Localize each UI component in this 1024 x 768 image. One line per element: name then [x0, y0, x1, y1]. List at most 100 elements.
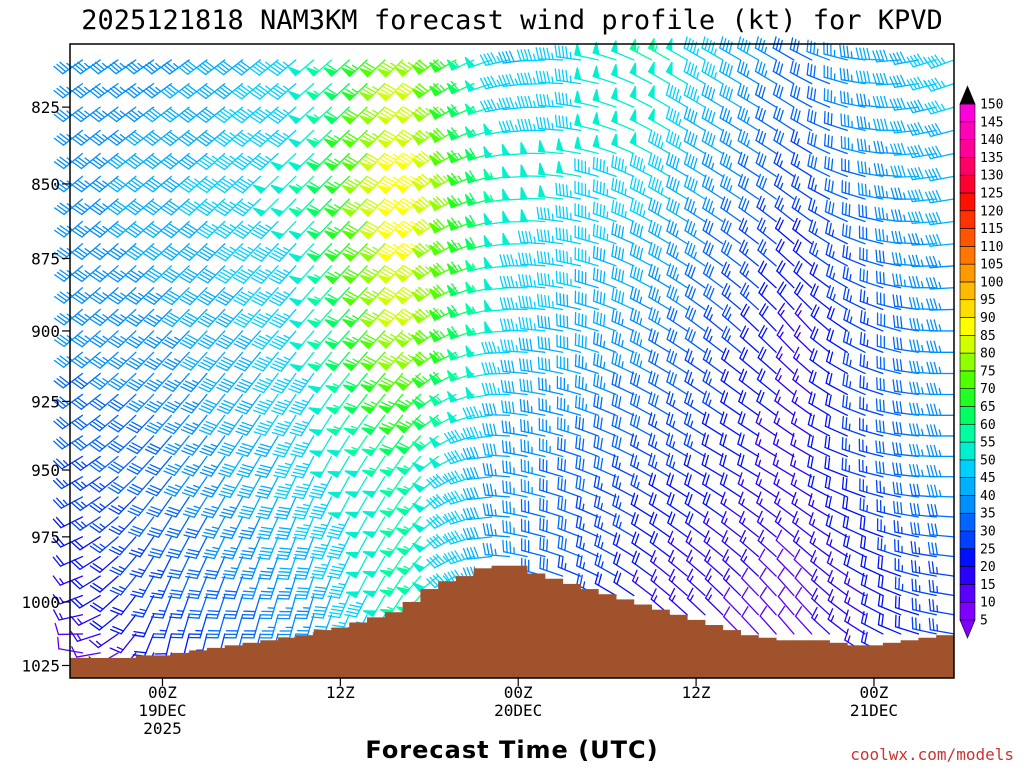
wind-barbs [52, 36, 955, 679]
colorbar-swatch [959, 584, 976, 603]
wind-barb [107, 435, 137, 454]
wind-barb [252, 198, 279, 217]
wind-barb [857, 160, 884, 177]
wind-barb [554, 114, 582, 132]
wind-barb [362, 594, 386, 618]
wind-barb [738, 196, 759, 223]
wind-barb [232, 198, 261, 217]
wind-barb [89, 287, 119, 305]
wind-barb [777, 605, 795, 635]
wind-barb [71, 265, 101, 283]
wind-barb [109, 575, 137, 596]
wind-barb [859, 246, 884, 267]
wind-barb [214, 152, 244, 171]
wind-barb [107, 330, 137, 349]
wind-barb [792, 239, 813, 267]
y-tick-label: 850 [31, 175, 60, 194]
wind-barb [924, 145, 955, 160]
wind-barb [810, 549, 831, 577]
wind-barb [70, 555, 101, 571]
wind-barb [791, 491, 813, 518]
wind-barb [722, 568, 742, 597]
wind-barb [701, 106, 724, 132]
wind-barb [557, 436, 582, 458]
wind-barb [482, 503, 510, 518]
wind-barb [396, 555, 422, 576]
wind-barb [825, 494, 848, 518]
wind-barb [344, 594, 368, 618]
wind-barb [306, 308, 333, 329]
wind-barb [702, 348, 724, 375]
colorbar-label: 30 [980, 525, 996, 540]
wind-barb [684, 369, 706, 396]
wind-barb [342, 372, 368, 393]
wind-barb [574, 67, 599, 85]
terrain-bar [580, 589, 599, 678]
wind-barb [144, 393, 173, 413]
wind-barb [536, 228, 564, 245]
wind-barb [611, 244, 635, 267]
wind-barb [925, 233, 955, 247]
wind-barb [537, 335, 564, 353]
wind-barb [539, 497, 564, 518]
wind-barb [841, 415, 866, 437]
wind-barb [701, 472, 724, 498]
wind-barb [554, 68, 582, 85]
wind-barb [144, 372, 173, 392]
wind-barb [411, 286, 439, 303]
wind-barb [520, 209, 546, 223]
wind-barb [167, 555, 190, 579]
colorbar-label: 105 [980, 258, 1003, 273]
wind-barb [306, 152, 333, 172]
wind-barb [500, 380, 528, 396]
wind-barb [480, 98, 510, 113]
wind-barb [483, 213, 510, 226]
colorbar-label: 5 [980, 614, 988, 629]
wind-barb [502, 480, 528, 498]
wind-barb [702, 218, 724, 245]
wind-barb [254, 455, 279, 479]
wind-barb [858, 458, 884, 478]
wind-barb [859, 353, 884, 375]
wind-barb [252, 393, 279, 415]
wind-barb [650, 569, 671, 597]
terrain-bar [847, 645, 866, 678]
wind-barb [925, 255, 955, 269]
wind-barb [502, 520, 528, 538]
wind-barb [167, 575, 190, 599]
wind-barb [719, 432, 742, 458]
wind-barb [843, 307, 866, 332]
wind-barb [411, 414, 439, 431]
wind-barb [411, 351, 439, 367]
wind-barb [873, 118, 902, 132]
wind-barb [232, 175, 261, 194]
wind-barb [255, 496, 279, 520]
wind-barb [142, 152, 173, 170]
wind-barb [342, 287, 368, 307]
wind-barb [575, 515, 599, 538]
wind-barb [824, 414, 848, 437]
wind-barb [757, 239, 777, 267]
wind-barb [517, 118, 546, 132]
wind-barb [143, 243, 173, 261]
wind-barb [793, 324, 813, 353]
wind-barb [250, 243, 279, 262]
x-axis-label: Forecast Time (UTC) [365, 736, 658, 764]
wind-barb [71, 106, 101, 123]
wind-barb [629, 85, 653, 108]
wind-barb [429, 284, 457, 300]
terrain-bar [135, 655, 154, 678]
wind-barb [876, 355, 902, 375]
colorbar-swatch [959, 246, 976, 265]
wind-barb [738, 510, 759, 538]
wind-barb [359, 198, 386, 217]
wind-barb [200, 496, 226, 519]
wind-barb [649, 511, 671, 538]
wind-barb [341, 198, 368, 217]
wind-barb [790, 453, 813, 478]
wind-barb [359, 106, 386, 125]
wind-barb [685, 511, 706, 538]
colorbar-swatch [959, 210, 976, 229]
wind-barb [344, 435, 368, 457]
wind-barb [723, 587, 742, 616]
